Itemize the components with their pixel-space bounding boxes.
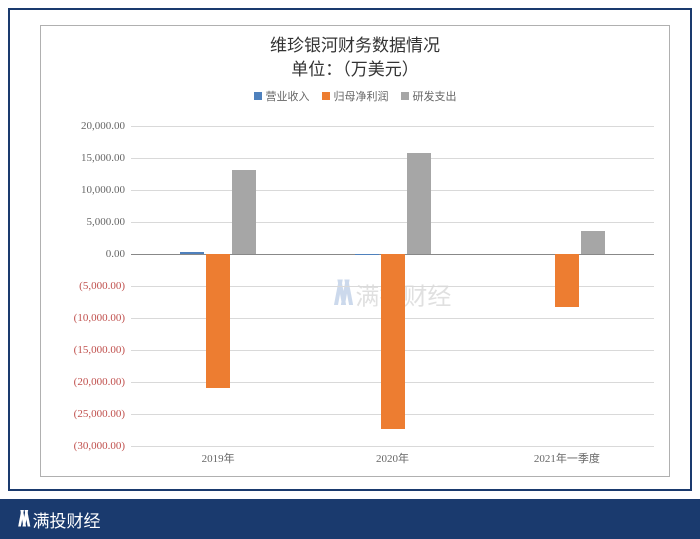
legend-label: 营业收入	[266, 88, 310, 104]
y-axis-label: (10,000.00)	[74, 312, 125, 324]
legend-item: 归母净利润	[322, 88, 389, 104]
outer-frame: 维珍银河财务数据情况 单位：（万美元） 营业收入 归母净利润 研发支出 /\/\ 满…	[8, 8, 692, 491]
legend-swatch	[322, 92, 330, 100]
y-axis-label: (20,000.00)	[74, 376, 125, 388]
footer-brand-text: 满投财经	[32, 507, 100, 532]
footer-logo-icon: /\/\	[18, 506, 26, 532]
y-axis-label: 20,000.00	[81, 120, 125, 132]
chart-bar	[581, 231, 605, 254]
chart-bar	[206, 254, 230, 388]
y-axis-label: (5,000.00)	[79, 280, 125, 292]
y-axis-label: (25,000.00)	[74, 408, 125, 420]
chart-legend: 营业收入 归母净利润 研发支出	[41, 88, 669, 104]
chart-title-line2: 单位：（万美元）	[41, 58, 669, 82]
legend-swatch	[401, 92, 409, 100]
chart-bar	[381, 254, 405, 429]
footer-logo: /\/\ 满投财经	[18, 506, 100, 532]
y-axis-label: 5,000.00	[87, 216, 126, 228]
footer-bar: /\/\ 满投财经	[0, 499, 700, 539]
grid-line	[131, 190, 654, 191]
chart-plot: /\/\ 满投财经 20,000.0015,000.0010,000.005,0…	[131, 126, 654, 446]
chart-title: 维珍银河财务数据情况 单位：（万美元）	[41, 26, 669, 82]
grid-line	[131, 126, 654, 127]
y-axis-label: 0.00	[106, 248, 125, 260]
grid-line	[131, 446, 654, 447]
y-axis-label: (15,000.00)	[74, 344, 125, 356]
legend-swatch	[254, 92, 262, 100]
y-axis-label: (30,000.00)	[74, 440, 125, 452]
legend-label: 归母净利润	[334, 88, 389, 104]
x-axis-label: 2020年	[376, 450, 409, 466]
y-axis-label: 10,000.00	[81, 184, 125, 196]
chart-container: 维珍银河财务数据情况 单位：（万美元） 营业收入 归母净利润 研发支出 /\/\ 满…	[40, 25, 670, 477]
chart-bar	[180, 252, 204, 254]
x-axis-label: 2019年	[202, 450, 235, 466]
chart-title-line1: 维珍银河财务数据情况	[41, 34, 669, 58]
legend-item: 营业收入	[254, 88, 310, 104]
grid-line	[131, 222, 654, 223]
chart-bar	[555, 254, 579, 307]
chart-bar	[232, 170, 256, 254]
grid-line	[131, 158, 654, 159]
legend-item: 研发支出	[401, 88, 457, 104]
watermark-logo-icon: /\/\	[334, 274, 348, 313]
x-axis-label: 2021年一季度	[534, 450, 600, 466]
legend-label: 研发支出	[413, 88, 457, 104]
chart-bar	[407, 153, 431, 254]
y-axis-label: 15,000.00	[81, 152, 125, 164]
